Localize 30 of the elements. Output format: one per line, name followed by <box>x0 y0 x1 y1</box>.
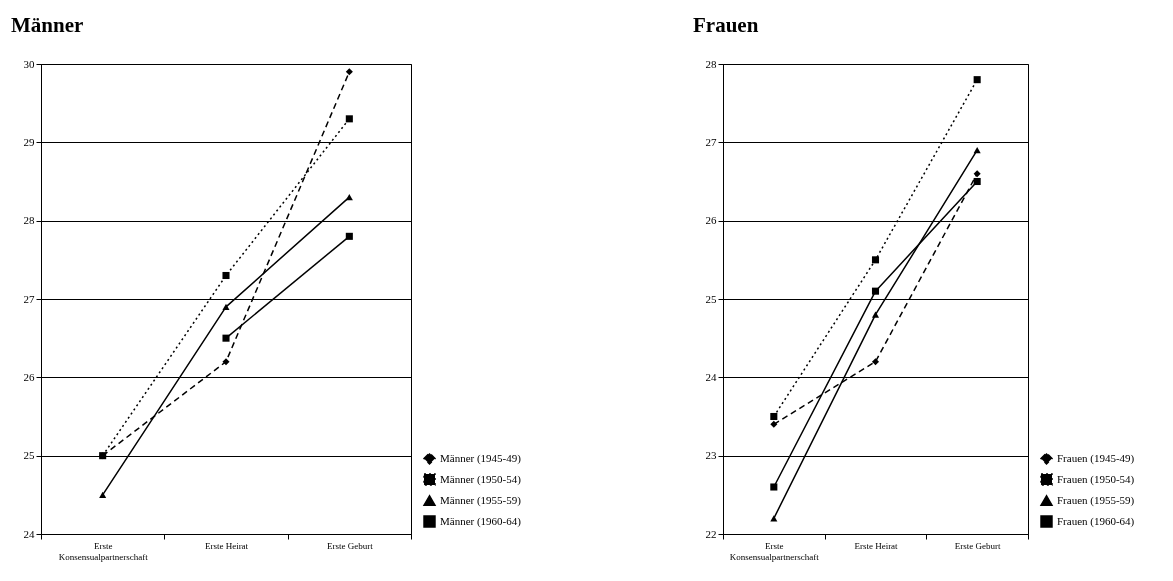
x-tick-label: Erste Heirat <box>854 540 899 551</box>
legend-label: Frauen (1960-64) <box>1057 514 1135 528</box>
y-tick-label: 28 <box>705 57 717 70</box>
y-tick-label: 30 <box>23 57 35 70</box>
x-tick-label: Erste Heirat <box>204 540 249 551</box>
legend-label: Frauen (1945-49) <box>1057 451 1135 465</box>
y-tick-label: 22 <box>705 527 717 540</box>
x-tick-label: Erste Konsensualpartnerschaft <box>58 540 149 562</box>
legend-label: Männer (1945-49) <box>440 451 522 465</box>
x-tick-label: Erste Konsensualpartnerschaft <box>729 540 820 562</box>
chart-title: Frauen <box>693 13 759 37</box>
y-tick-label: 26 <box>23 370 35 383</box>
legend-label: Männer (1960-64) <box>440 514 522 528</box>
y-tick-label: 25 <box>705 292 717 305</box>
y-tick-label: 27 <box>23 292 35 305</box>
y-tick-label: 24 <box>23 527 35 540</box>
y-tick-label: 27 <box>705 135 717 148</box>
y-tick-label: 24 <box>705 370 717 383</box>
legend-label: Frauen (1950-54) <box>1057 472 1135 486</box>
x-tick-label: Erste Geburt <box>326 540 374 551</box>
y-tick-label: 28 <box>23 214 35 227</box>
y-tick-label: 26 <box>705 214 717 227</box>
legend-label: Männer (1955-59) <box>440 493 522 507</box>
legend-label: Männer (1950-54) <box>440 472 522 486</box>
y-tick-label: 29 <box>23 135 35 148</box>
chart-title: Männer <box>11 13 84 37</box>
x-tick-label: Erste Geburt <box>954 540 1002 551</box>
y-tick-label: 25 <box>23 449 35 462</box>
legend-label: Frauen (1955-59) <box>1057 493 1135 507</box>
y-tick-label: 23 <box>705 449 717 462</box>
